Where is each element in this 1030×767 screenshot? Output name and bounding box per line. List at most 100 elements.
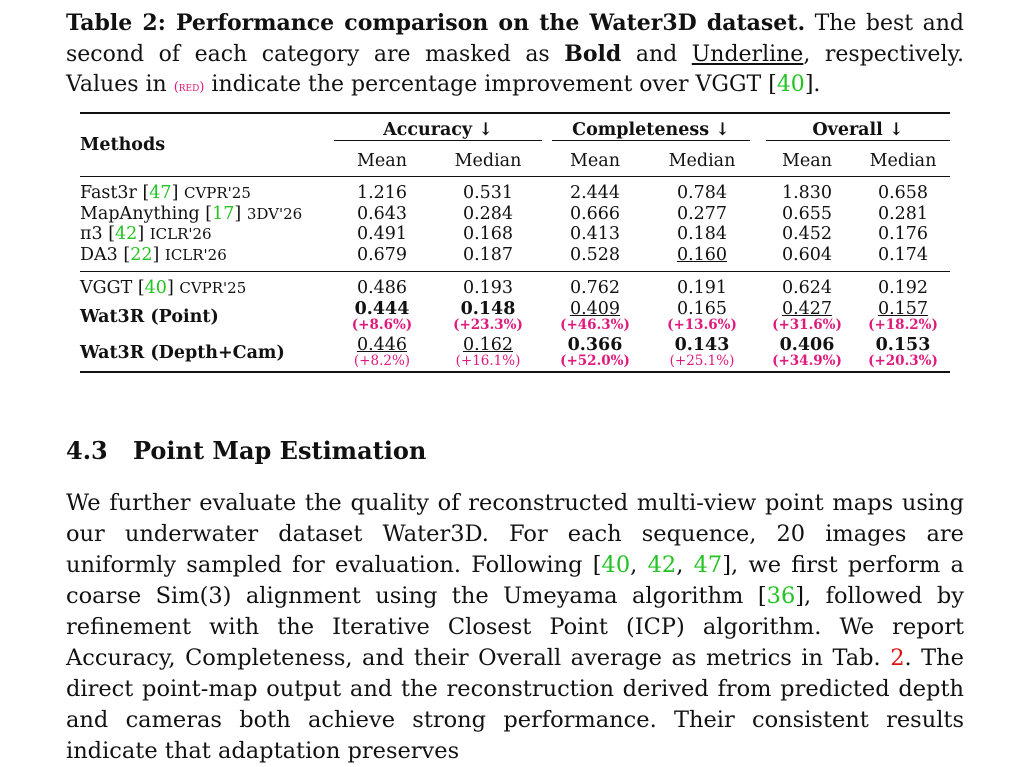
value-cell-best: 0.366 (567, 334, 623, 355)
caption-bold-word: Bold (564, 41, 622, 67)
value-cell: 0.277 (676, 203, 728, 224)
method-name: VGGT [ (80, 278, 145, 298)
method-name: DA3 [ (80, 244, 131, 265)
caption-text: indicate the percentage improvement over… (204, 72, 777, 97)
citation-link[interactable]: 36 (766, 583, 796, 609)
venue-tag: CVPR'25 (183, 184, 251, 202)
improvement-pct: (+46.3%) (560, 316, 630, 333)
venue-tag: 3DV'26 (246, 204, 303, 223)
value-cell-best: 0.444 (354, 298, 410, 319)
caption-text: The best and second of each category are… (66, 11, 964, 67)
value-cell-second: 0.446 (356, 334, 408, 355)
value-cell: 0.679 (356, 244, 408, 265)
improvement-pct: (+34.9%) (772, 352, 842, 369)
value-cell: 0.168 (462, 224, 514, 244)
improvement-pct: (+8.2%) (353, 352, 411, 369)
improvement-pct: (+16.1%) (455, 352, 521, 369)
table-row: Wat3R (Point) 0.444 (+8.6%) 0.148 (+23.3%)… (80, 299, 950, 335)
citation-link[interactable]: 42 (647, 552, 677, 578)
value-cell: 0.655 (781, 203, 833, 224)
caption-text: and (621, 42, 692, 67)
caption-text: ]. (804, 72, 821, 97)
separator: , (676, 552, 694, 578)
value-cell-second: 0.160 (676, 244, 728, 265)
value-cell-second: 0.427 (781, 298, 833, 319)
improvement-pct: (+8.6%) (351, 316, 413, 333)
value-cell-best: 0.406 (779, 334, 835, 355)
value-cell: 0.193 (462, 278, 514, 298)
value-cell: 0.192 (877, 278, 929, 298)
value-cell: 0.187 (462, 244, 514, 265)
bracket: ] (137, 224, 145, 244)
method-name: MapAnything [ (80, 203, 213, 224)
body-paragraph: We further evaluate the quality of recon… (66, 488, 964, 767)
separator: , (630, 552, 648, 578)
bracket: ] (166, 278, 174, 298)
improvement-pct: (+18.2%) (868, 316, 938, 333)
value-cell: 0.284 (462, 203, 514, 224)
table-row: π3 [42] ICLR'26 0.491 0.168 0.413 0.184 … (80, 224, 950, 245)
venue-tag: ICLR'26 (149, 225, 212, 243)
citation-link[interactable]: 40 (776, 72, 805, 97)
value-cell: 0.184 (676, 224, 728, 244)
value-cell-second: 0.162 (462, 334, 514, 355)
citation-link[interactable]: 47 (149, 183, 172, 203)
citation-link[interactable]: 42 (115, 224, 138, 244)
improvement-pct: (+31.6%) (772, 316, 842, 333)
section-heading: 4.3 Point Map Estimation (66, 436, 426, 465)
citation-link[interactable]: 40 (144, 278, 167, 298)
table-caption: Table 2: Performance comparison on the W… (66, 8, 964, 103)
value-cell-best: 0.153 (875, 334, 931, 355)
subcol-header: Median (668, 151, 736, 171)
value-cell: 0.666 (569, 203, 621, 224)
value-cell: 0.491 (356, 224, 408, 244)
value-cell: 0.174 (877, 244, 929, 265)
value-cell: 0.452 (781, 224, 833, 244)
value-cell: 0.165 (676, 298, 728, 319)
table-row: VGGT [40] CVPR'25 0.486 0.193 0.762 0.19… (80, 271, 950, 299)
value-cell: 0.784 (676, 183, 728, 203)
table-ref-link[interactable]: 2 (890, 645, 905, 671)
value-cell: 0.413 (569, 224, 621, 244)
subcol-header: Mean (782, 151, 832, 171)
improvement-pct: (+23.3%) (453, 316, 523, 333)
paragraph-text: ], we first perform a coarse Sim(3) alig… (66, 552, 964, 609)
value-cell-best: 0.143 (674, 334, 730, 355)
method-name: Fast3r [ (80, 183, 150, 203)
paragraph-text: ], followed by refinement with the Itera… (66, 583, 964, 671)
paragraph-text: We further evaluate the quality of recon… (66, 490, 964, 578)
citation-link[interactable]: 40 (601, 552, 631, 578)
value-cell: 0.486 (356, 278, 408, 298)
caption-underline-word: Underline (691, 42, 804, 67)
value-cell-second: 0.157 (877, 298, 929, 319)
value-cell: 0.624 (781, 278, 833, 298)
section-title: Point Map Estimation (133, 436, 427, 465)
value-cell: 0.643 (356, 203, 408, 224)
subcol-header: Median (454, 151, 522, 171)
group-header-completeness: Completeness ↓ (552, 120, 750, 141)
venue-tag: ICLR'26 (164, 245, 227, 264)
value-cell: 0.176 (877, 224, 929, 244)
section-number: 4.3 (66, 436, 108, 465)
group-header-accuracy: Accuracy ↓ (334, 120, 542, 141)
group-header-overall: Overall ↓ (766, 120, 950, 141)
caption-text: , respectively. Values in (66, 42, 964, 97)
improvement-pct: (+25.1%) (669, 352, 735, 369)
subcol-header: Mean (357, 151, 407, 171)
value-cell: 0.191 (676, 278, 728, 298)
citation-link[interactable]: 17 (212, 203, 235, 224)
value-cell: 0.531 (462, 183, 514, 203)
bracket: ] (171, 183, 179, 203)
venue-tag: CVPR'25 (179, 279, 247, 297)
table-row: Wat3R (Depth+Cam) 0.446 (+8.2%) 0.162 (+16… (80, 335, 950, 372)
table-row: MapAnything [17] 3DV'26 0.643 0.284 0.66… (80, 204, 950, 225)
citation-link[interactable]: 22 (130, 244, 153, 265)
subcol-header: Median (869, 151, 937, 171)
improvement-pct: (+20.3%) (868, 352, 938, 369)
subcol-header: Mean (570, 151, 620, 171)
value-cell: 0.658 (877, 183, 929, 203)
value-cell: 2.444 (569, 183, 621, 203)
methods-header: Methods (80, 135, 166, 155)
value-cell: 1.216 (356, 183, 408, 203)
citation-link[interactable]: 47 (693, 552, 723, 578)
